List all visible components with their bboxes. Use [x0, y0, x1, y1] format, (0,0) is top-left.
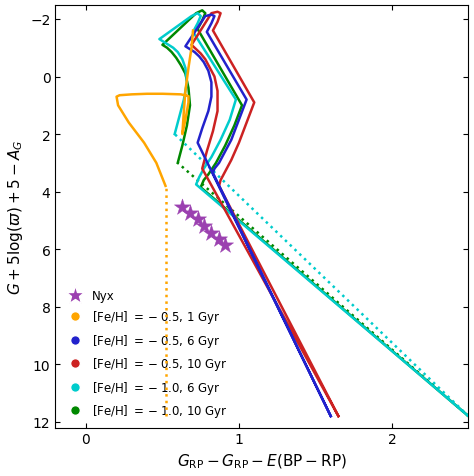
- Point: [215, 236, 223, 243]
- Legend: Nyx, [Fe/H] $= -0.5$, 1 Gyr, [Fe/H] $= -0.5$, 6 Gyr, [Fe/H] $= -0.5$, 10 Gyr, [F: Nyx, [Fe/H] $= -0.5$, 1 Gyr, [Fe/H] $= -…: [61, 287, 230, 422]
- Point: [208, 230, 215, 238]
- Point: [200, 223, 208, 230]
- Point: [186, 210, 194, 218]
- Point: [221, 241, 229, 249]
- Point: [194, 216, 201, 223]
- X-axis label: $G_{\mathrm{RP}} - G_{\mathrm{RP}} - E(\mathrm{BP} - \mathrm{RP})$: $G_{\mathrm{RP}} - G_{\mathrm{RP}} - E(\…: [177, 452, 347, 470]
- Y-axis label: $G + 5\log(\varpi) + 5 - A_G$: $G + 5\log(\varpi) + 5 - A_G$: [6, 139, 25, 294]
- Point: [179, 204, 186, 212]
